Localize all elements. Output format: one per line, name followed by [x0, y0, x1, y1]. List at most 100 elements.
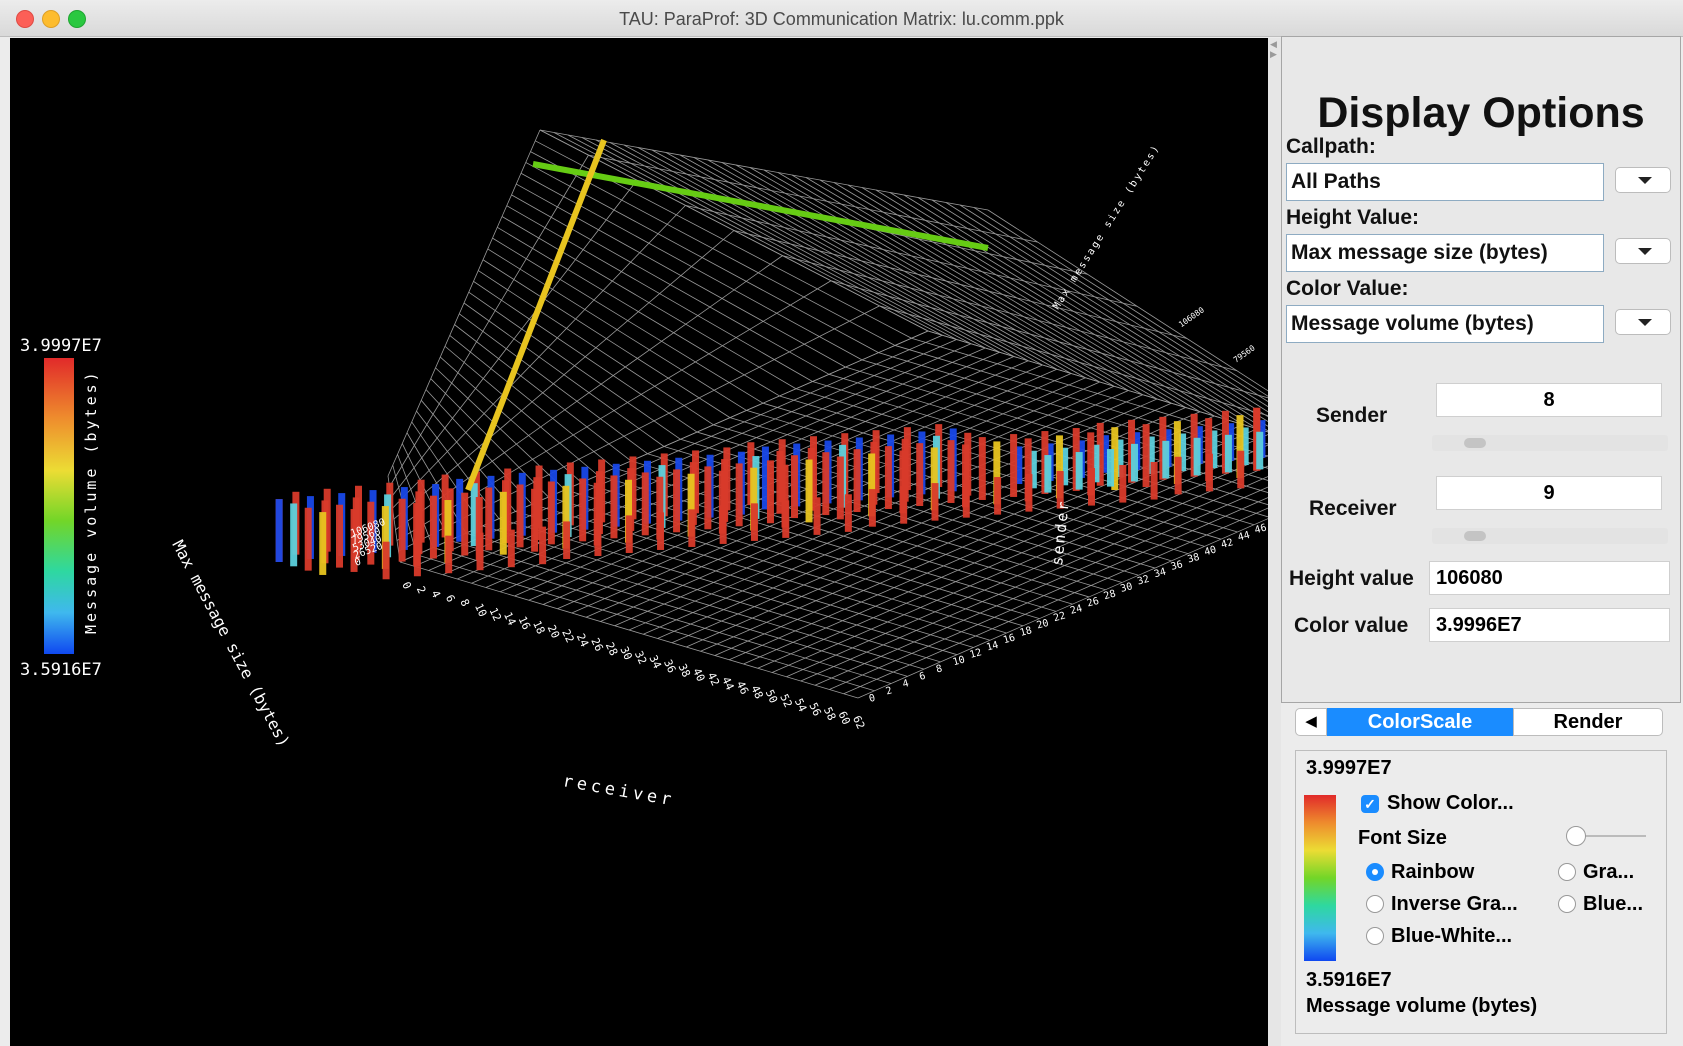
receiver-slider[interactable]: [1432, 528, 1668, 544]
floor-grid-line: [696, 431, 1156, 569]
floor-grid-line: [779, 395, 1238, 533]
communication-bar: [461, 492, 469, 556]
communication-bar: [290, 503, 298, 567]
height-value-select[interactable]: Max message size (bytes): [1286, 234, 1604, 272]
communication-bar: [916, 443, 924, 506]
radio-inverse-grayscale[interactable]: [1366, 895, 1384, 913]
receiver-tick-label: 56: [806, 701, 823, 719]
communication-bar: [1173, 421, 1181, 485]
back-wall-grid-line: [959, 204, 1268, 402]
maximize-window-button[interactable]: [68, 10, 86, 28]
callpath-select[interactable]: All Paths: [1286, 163, 1604, 201]
radio-grayscale[interactable]: [1558, 863, 1576, 881]
communication-bar: [475, 497, 483, 560]
communication-bar: [1131, 443, 1139, 482]
colorscale-max-label: 3.9997E7: [1306, 757, 1392, 779]
floor-grid-line: [786, 465, 1268, 678]
show-colorbar-checkbox[interactable]: ✓: [1361, 795, 1379, 813]
back-wall-grid-line: [903, 194, 1268, 422]
communication-bar: [1055, 435, 1063, 499]
communication-bar: [547, 481, 555, 545]
sender-highlight-line: [532, 161, 989, 251]
communication-bar: [485, 487, 493, 551]
floor-grid-line: [729, 417, 1189, 555]
close-window-button[interactable]: [16, 10, 34, 28]
radio-grayscale-label[interactable]: Gra...: [1583, 861, 1635, 883]
radio-rainbow[interactable]: [1366, 863, 1384, 881]
tab-render[interactable]: Render: [1513, 708, 1663, 736]
receiver-tick-label: 60: [835, 709, 852, 727]
communication-bar: [813, 497, 821, 535]
communication-bar: [381, 506, 389, 569]
height-tick-label-back: 106080: [1177, 305, 1206, 329]
color-legend-bar: [44, 358, 74, 654]
receiver-tick-label: 48: [748, 683, 765, 701]
floor-grid-line: [857, 518, 1268, 699]
color-value-readout[interactable]: 3.9996E7: [1429, 608, 1670, 642]
communication-bar: [1025, 474, 1033, 512]
minimize-window-button[interactable]: [42, 10, 60, 28]
color-value-select[interactable]: Message volume (bytes): [1286, 305, 1604, 343]
window-title: TAU: ParaProf: 3D Communication Matrix: …: [619, 9, 1064, 29]
sender-field[interactable]: 8: [1436, 383, 1662, 417]
receiver-tick-label: 46: [734, 679, 751, 697]
tab-colorscale[interactable]: ColorScale: [1327, 708, 1513, 736]
communication-bar: [1193, 437, 1201, 476]
tick-labels-group: 0 2 4 6 8 10121416182022242628303234363840424…: [349, 305, 1268, 731]
tab-scroll-left-icon[interactable]: ◀: [1295, 708, 1327, 736]
receiver-field[interactable]: 9: [1436, 476, 1662, 510]
receiver-slider-thumb[interactable]: [1464, 531, 1486, 541]
receiver-tick-label: 14: [501, 610, 519, 628]
3d-plot-svg[interactable]: 0 2 4 6 8 10121416182022242628303234363840424…: [10, 38, 1268, 1046]
communication-bar: [1044, 455, 1052, 493]
split-pane-divider[interactable]: ◀ ▶: [1268, 38, 1281, 1046]
height-value-readout[interactable]: 106080: [1429, 561, 1670, 595]
collapse-right-icon[interactable]: ▶: [1270, 49, 1277, 59]
show-colorbar-label[interactable]: Show Color...: [1387, 792, 1514, 814]
font-size-slider[interactable]: [1566, 826, 1646, 846]
left-wall-grid-line: [390, 180, 638, 498]
radio-blue-label[interactable]: Blue...: [1583, 893, 1644, 915]
colorscale-bar: [1304, 795, 1336, 961]
floor-grid-line: [746, 410, 1205, 547]
sender-slider-thumb[interactable]: [1464, 438, 1486, 448]
communication-bar: [1162, 440, 1170, 479]
color-value-dropdown-icon[interactable]: [1615, 309, 1671, 335]
height-value-dropdown-icon[interactable]: [1615, 238, 1671, 264]
font-size-label: Font Size: [1358, 827, 1447, 849]
receiver-axis-title: receiver: [561, 771, 677, 810]
collapse-left-icon[interactable]: ◀: [1270, 39, 1277, 49]
receiver-tick-label: 52: [777, 692, 794, 710]
back-wall-grid-line: [927, 330, 1268, 433]
colorscale-min-label: 3.5916E7: [1306, 969, 1392, 991]
communication-bar: [853, 449, 861, 513]
communication-bar: [1111, 427, 1119, 491]
left-wall-grid-line: [389, 154, 589, 487]
communication-bar: [367, 501, 375, 565]
communication-bar: [594, 518, 602, 556]
communication-bar: [1010, 434, 1018, 497]
sender-tick-label: 24: [1069, 603, 1083, 617]
receiver-tick-label: 20: [545, 623, 562, 641]
radio-inverse-grayscale-label[interactable]: Inverse Gra...: [1391, 893, 1518, 915]
communication-bar: [1092, 444, 1100, 483]
communication-bar: [507, 529, 515, 568]
sender-slider[interactable]: [1432, 435, 1668, 451]
communication-bar: [398, 498, 406, 562]
radio-blue-white[interactable]: [1366, 927, 1384, 945]
radio-blue-white-label[interactable]: Blue-White...: [1391, 925, 1513, 947]
legend-title: Message volume (bytes): [82, 369, 100, 634]
3d-plot-canvas[interactable]: 0 2 4 6 8 10 12 14 16 18 20 22 24 26 28 30 32 34 36 38 40 42 4…: [10, 38, 1268, 1046]
communication-bar: [1210, 430, 1218, 469]
radio-blue[interactable]: [1558, 895, 1576, 913]
communication-bar: [750, 503, 758, 541]
floor-grid-line: [814, 486, 1268, 686]
communication-bar: [625, 515, 633, 553]
floor-grid-line: [713, 424, 1172, 562]
radio-rainbow-label[interactable]: Rainbow: [1391, 861, 1475, 883]
callpath-dropdown-icon[interactable]: [1615, 167, 1671, 193]
back-wall-grid-line: [733, 230, 1188, 339]
receiver-label: Receiver: [1309, 497, 1397, 520]
communication-bar: [844, 494, 852, 532]
font-size-slider-knob[interactable]: [1566, 826, 1586, 846]
